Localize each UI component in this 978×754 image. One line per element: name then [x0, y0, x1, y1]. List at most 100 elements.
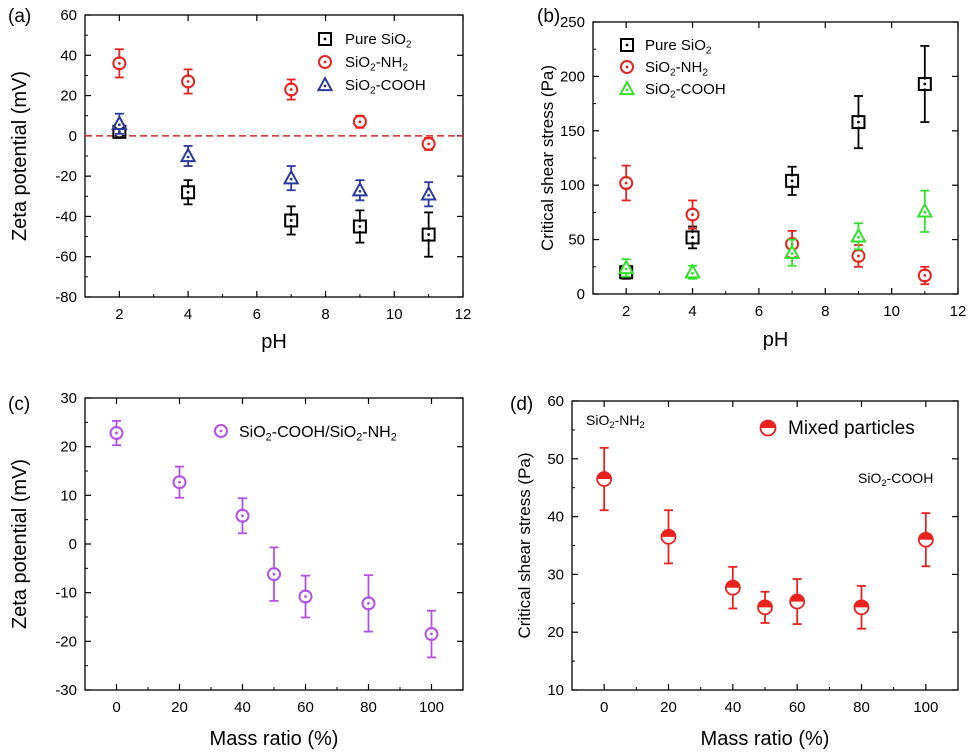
data-point	[619, 176, 634, 191]
x-axis-label: pH	[763, 329, 789, 351]
data-point	[424, 627, 439, 642]
circle-marker	[620, 60, 634, 74]
data-point	[917, 531, 934, 548]
label-part: -NH	[676, 59, 703, 76]
data-point	[917, 77, 932, 92]
data-point	[298, 589, 313, 604]
legend-marker	[214, 424, 228, 438]
y-tick-label: 10	[60, 487, 77, 504]
legend-marker	[618, 80, 636, 96]
marker-center-dot	[427, 233, 431, 236]
data-point	[284, 82, 299, 97]
subscript: 2	[609, 420, 614, 431]
circle-marker	[181, 74, 196, 89]
y-tick-label: 20	[547, 624, 564, 641]
y-tick-label: 0	[577, 286, 585, 303]
legend-marker	[318, 32, 332, 46]
data-point	[685, 230, 700, 245]
panel-label: (c)	[8, 394, 30, 415]
subscript: 2	[406, 39, 412, 50]
x-tick-label: 0	[600, 699, 608, 716]
circle-marker	[267, 567, 281, 582]
circle-marker	[917, 268, 932, 283]
square-marker	[917, 77, 932, 92]
circle-marker	[318, 55, 332, 69]
y-tick-label: 20	[60, 88, 77, 105]
circle-marker-top-half	[760, 420, 776, 428]
marker-center-dot	[691, 213, 694, 216]
subscript: 2	[670, 67, 676, 78]
circle-marker	[298, 589, 313, 604]
data-point	[783, 243, 801, 259]
label-part: -COOH	[887, 470, 934, 486]
marker-center-dot	[117, 61, 121, 65]
circle-marker-top-half	[661, 529, 676, 537]
circle-marker	[109, 426, 124, 441]
data-point	[850, 227, 867, 243]
y-tick-label: -30	[55, 682, 77, 699]
subscript: 2	[402, 62, 408, 73]
chart-panel-d: (d) 0 20 40 60 80 100 10 20 30 40 50 60 Mass ratio (%…	[510, 393, 959, 750]
marker-center-dot	[691, 271, 694, 275]
legend: Mixed particles	[759, 418, 915, 439]
circle-marker	[685, 207, 700, 222]
data-point	[420, 185, 437, 201]
label-part: Pure SiO	[645, 37, 706, 54]
plot-frame	[571, 400, 959, 691]
data-point	[172, 475, 187, 490]
circle-marker-top-half	[918, 532, 933, 540]
circle-marker	[214, 424, 228, 438]
x-tick-label: 40	[724, 699, 741, 716]
circle-marker	[619, 176, 634, 191]
marker-center-dot	[186, 190, 190, 194]
data-point	[596, 471, 613, 487]
y-tick-label: 40	[60, 47, 77, 64]
circle-marker-top-half	[790, 594, 805, 602]
data-point	[685, 207, 700, 222]
marker-center-dot	[241, 514, 244, 518]
y-axis-label: Zeta potential (mV)	[9, 71, 31, 241]
triangle-marker	[316, 76, 334, 92]
legend-label: SiO2​-NH2​	[345, 54, 408, 73]
y-tick-label: 30	[60, 390, 77, 407]
marker-center-dot	[790, 252, 794, 256]
circle-marker-top-half	[758, 600, 773, 608]
label-part: -NH	[376, 54, 403, 71]
marker-center-dot	[923, 210, 927, 214]
y-axis-label: Critical shear stress (Pa)	[515, 452, 534, 638]
x-tick-label: 12	[455, 306, 472, 323]
data-point	[284, 213, 299, 228]
data-point	[851, 115, 866, 130]
x-tick-label: 4	[184, 306, 192, 323]
triangle-marker	[351, 181, 369, 197]
subscript: 2	[640, 420, 645, 431]
label-part: SiO	[858, 470, 881, 486]
marker-center-dot	[117, 123, 121, 127]
x-tick-label: 60	[789, 699, 806, 716]
annotation-sio2-cooh: SiO2​-COOH	[858, 470, 933, 489]
triangle-marker	[783, 243, 801, 259]
circle-marker	[421, 136, 436, 151]
y-tick-label: -60	[55, 249, 77, 266]
y-tick-label: -20	[55, 633, 77, 650]
x-tick-label: 2	[622, 303, 630, 320]
triangle-marker	[179, 147, 197, 163]
y-tick-label: 40	[547, 509, 564, 526]
triangle-marker	[850, 227, 867, 243]
square-marker	[851, 115, 866, 130]
square-marker	[352, 219, 367, 234]
square-marker	[421, 227, 436, 242]
marker-center-dot	[427, 193, 431, 197]
circle-marker	[352, 114, 367, 129]
x-tick-label: 60	[297, 699, 314, 716]
x-tick-label: 20	[171, 699, 188, 716]
series-0	[112, 124, 436, 258]
marker-center-dot	[304, 595, 307, 598]
legend-label: Mixed particles	[788, 418, 915, 439]
x-axis-label: pH	[261, 331, 287, 353]
data-point	[724, 579, 741, 596]
legend-marker	[620, 38, 634, 52]
data-point	[352, 219, 367, 234]
marker-center-dot	[358, 225, 362, 228]
data-point	[267, 567, 281, 582]
